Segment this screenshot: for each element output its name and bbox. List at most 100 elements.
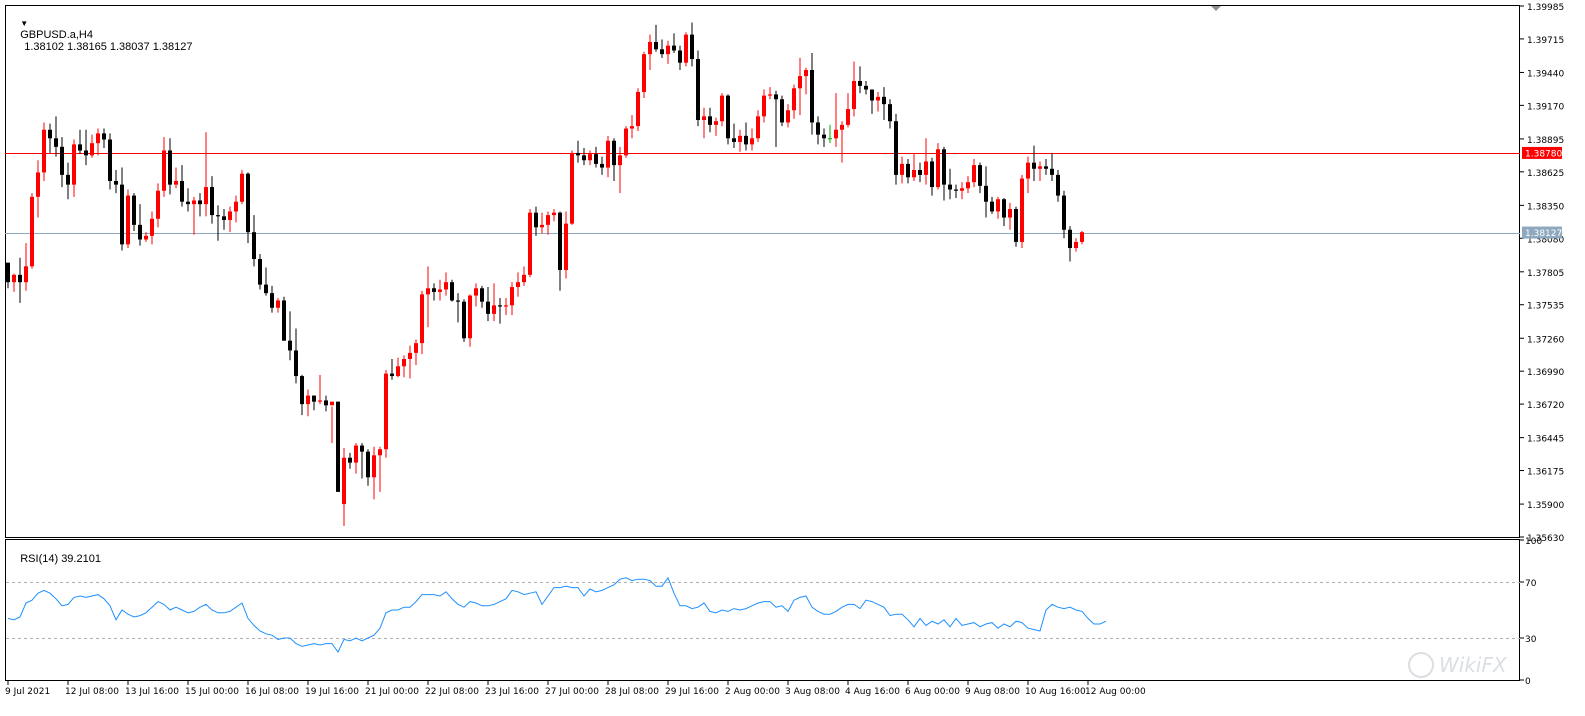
candle[interactable] <box>1074 238 1078 252</box>
candle[interactable] <box>1062 190 1066 239</box>
candle[interactable] <box>222 209 226 230</box>
candle[interactable] <box>258 254 262 290</box>
candle[interactable] <box>282 296 286 341</box>
candle[interactable] <box>492 283 496 322</box>
candle[interactable] <box>318 374 322 405</box>
candle[interactable] <box>438 279 442 301</box>
candle[interactable] <box>510 282 514 316</box>
candle[interactable] <box>1008 202 1012 230</box>
candle[interactable] <box>24 243 28 291</box>
candle[interactable] <box>30 193 34 269</box>
candle[interactable] <box>486 287 490 322</box>
candle[interactable] <box>864 80 868 95</box>
candle[interactable] <box>720 93 724 127</box>
candle[interactable] <box>396 357 400 378</box>
candle[interactable] <box>876 91 880 112</box>
candle[interactable] <box>714 117 718 136</box>
candle[interactable] <box>540 212 544 234</box>
candle[interactable] <box>264 267 268 296</box>
candle[interactable] <box>534 206 538 236</box>
candle[interactable] <box>252 215 256 267</box>
candle[interactable] <box>114 169 118 194</box>
candle[interactable] <box>426 266 430 328</box>
candle[interactable] <box>636 88 640 131</box>
candle[interactable] <box>180 165 184 207</box>
candle[interactable] <box>162 137 166 197</box>
candle[interactable] <box>834 93 838 147</box>
candle[interactable] <box>72 139 76 197</box>
candle[interactable] <box>840 121 844 163</box>
candle[interactable] <box>948 168 952 200</box>
candle[interactable] <box>774 90 778 147</box>
candle[interactable] <box>480 285 484 308</box>
candle[interactable] <box>108 133 112 190</box>
candle[interactable] <box>450 279 454 302</box>
candle[interactable] <box>444 272 448 296</box>
candle[interactable] <box>138 204 142 246</box>
candle[interactable] <box>372 446 376 500</box>
candle[interactable] <box>678 45 682 71</box>
candle[interactable] <box>588 150 592 166</box>
candle[interactable] <box>150 211 154 245</box>
candle[interactable] <box>570 150 574 225</box>
candle[interactable] <box>726 94 730 145</box>
candle[interactable] <box>672 33 676 53</box>
candle[interactable] <box>216 205 220 241</box>
candle[interactable] <box>558 211 562 291</box>
candle[interactable] <box>354 443 358 474</box>
candle[interactable] <box>312 395 316 411</box>
candle[interactable] <box>744 122 748 151</box>
candle[interactable] <box>1038 161 1042 181</box>
candle[interactable] <box>144 232 148 242</box>
candle[interactable] <box>126 189 130 249</box>
candle[interactable] <box>36 160 40 218</box>
candle[interactable] <box>888 99 892 129</box>
candle[interactable] <box>456 293 460 323</box>
candle[interactable] <box>360 443 364 479</box>
candle[interactable] <box>870 89 874 114</box>
candle[interactable] <box>852 61 856 117</box>
candle[interactable] <box>1080 230 1084 245</box>
candle[interactable] <box>960 182 964 200</box>
candle[interactable] <box>642 51 646 99</box>
candle[interactable] <box>276 298 280 313</box>
chart-shift-marker-icon[interactable] <box>1211 6 1221 11</box>
candle[interactable] <box>1014 206 1018 247</box>
candle[interactable] <box>186 188 190 212</box>
candle[interactable] <box>750 128 754 151</box>
candle[interactable] <box>120 167 124 251</box>
candle[interactable] <box>192 196 196 235</box>
candle[interactable] <box>822 128 826 147</box>
candle[interactable] <box>1026 156 1030 194</box>
candle[interactable] <box>468 294 472 347</box>
candle[interactable] <box>300 374 304 416</box>
candle[interactable] <box>330 401 334 444</box>
candle[interactable] <box>936 143 940 190</box>
candle[interactable] <box>1002 198 1006 227</box>
candle[interactable] <box>42 122 46 181</box>
candle[interactable] <box>846 93 850 128</box>
candle[interactable] <box>168 138 172 195</box>
candle[interactable] <box>528 209 532 278</box>
candle[interactable] <box>918 162 922 183</box>
candle[interactable] <box>858 66 862 94</box>
candle[interactable] <box>462 299 466 342</box>
candle[interactable] <box>498 298 502 324</box>
candle[interactable] <box>792 84 796 119</box>
candle[interactable] <box>900 156 904 184</box>
candle[interactable] <box>84 129 88 166</box>
candle[interactable] <box>96 128 100 156</box>
candle[interactable] <box>780 95 784 127</box>
candle[interactable] <box>294 328 298 384</box>
candle[interactable] <box>942 146 946 201</box>
candle[interactable] <box>702 107 706 139</box>
candle[interactable] <box>912 154 916 181</box>
candle[interactable] <box>342 447 346 527</box>
candle[interactable] <box>240 169 244 205</box>
candle[interactable] <box>132 193 136 231</box>
candle[interactable] <box>384 369 388 458</box>
candle[interactable] <box>522 266 526 286</box>
candle[interactable] <box>768 87 772 100</box>
candle[interactable] <box>786 104 790 128</box>
candle[interactable] <box>606 135 610 178</box>
